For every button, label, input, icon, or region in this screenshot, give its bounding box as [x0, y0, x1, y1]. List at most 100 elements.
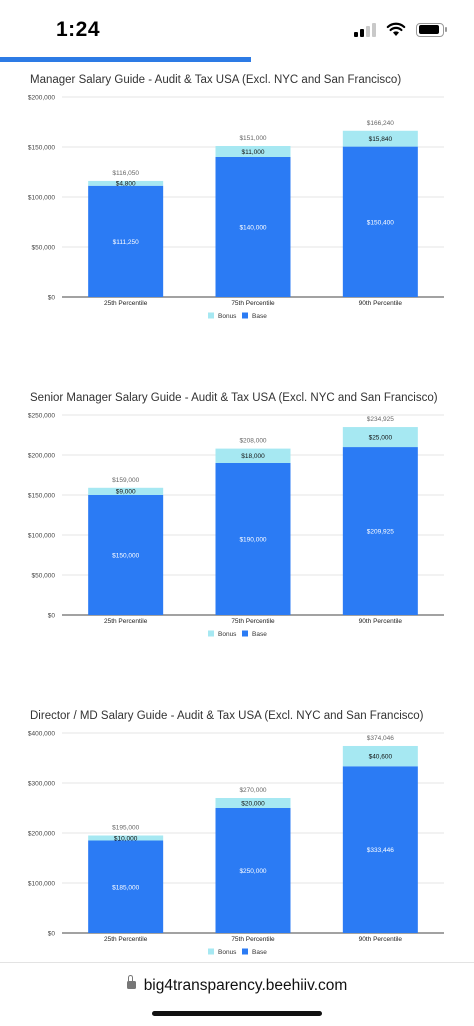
base-value-label: $111,250	[113, 239, 140, 246]
y-tick-label: $150,000	[28, 493, 55, 500]
home-indicator[interactable]	[152, 1011, 322, 1016]
base-value-label: $140,000	[239, 225, 266, 232]
bar-bonus	[215, 798, 291, 808]
bar-bonus	[88, 180, 164, 186]
legend-swatch-base	[242, 312, 248, 319]
chart-title: Manager Salary Guide - Audit & Tax USA (…	[30, 74, 402, 86]
legend-label-base: Base	[252, 313, 267, 320]
legend-label-bonus: Bonus	[218, 631, 237, 638]
x-tick-label: 25th Percentile	[104, 936, 148, 943]
legend-label-base: Base	[252, 949, 267, 956]
legend-swatch-base	[242, 948, 248, 955]
legend-swatch-bonus	[208, 948, 214, 955]
senior-manager-salary-chart: Senior Manager Salary Guide - Audit & Ta…	[0, 380, 474, 650]
bonus-value-label: $18,000	[241, 453, 265, 460]
x-tick-label: 90th Percentile	[359, 618, 403, 625]
x-tick-label: 75th Percentile	[231, 618, 275, 625]
y-tick-label: $200,000	[28, 453, 55, 460]
chart-title: Director / MD Salary Guide - Audit & Tax…	[30, 710, 424, 722]
cellular-signal-icon	[354, 22, 376, 37]
total-value-label: $234,925	[367, 416, 394, 423]
bar-bonus	[88, 835, 164, 841]
y-tick-label: $0	[48, 613, 56, 620]
bar-bonus	[342, 130, 418, 147]
bar-bonus	[215, 448, 291, 463]
bar-base	[342, 447, 418, 615]
senior-manager-salary-chart-plot: $0 $50,000 $100,000 $150,000 $200,000 $250,00…	[28, 413, 444, 638]
lock-icon	[126, 974, 136, 989]
total-value-label: $159,000	[112, 477, 139, 484]
y-tick-label: $0	[48, 295, 56, 302]
manager-salary-chart: Manager Salary Guide - Audit & Tax USA (…	[0, 62, 474, 332]
base-value-label: $333,446	[367, 847, 394, 854]
base-value-label: $150,000	[112, 553, 139, 560]
chart-title: Senior Manager Salary Guide - Audit & Ta…	[30, 392, 438, 404]
x-tick-label: 25th Percentile	[104, 300, 148, 307]
legend-swatch-bonus	[208, 630, 214, 637]
bar-base	[342, 766, 418, 933]
bar-base	[215, 808, 291, 933]
total-value-label: $195,000	[112, 825, 139, 832]
legend-label-bonus: Bonus	[218, 949, 237, 956]
bar-base	[88, 840, 164, 933]
y-tick-label: $100,000	[28, 881, 55, 888]
reading-progress-bar	[0, 57, 474, 62]
bar-bonus	[88, 487, 164, 495]
y-tick-label: $300,000	[28, 781, 55, 788]
y-tick-label: $50,000	[32, 245, 56, 252]
total-value-label: $116,050	[112, 170, 139, 177]
legend-swatch-bonus	[208, 312, 214, 319]
bar-bonus	[342, 427, 418, 448]
bonus-value-label: $11,000	[241, 149, 264, 156]
x-tick-label: 90th Percentile	[359, 936, 403, 943]
bonus-value-label: $20,000	[241, 800, 265, 807]
y-tick-label: $100,000	[28, 533, 55, 540]
bar-base	[88, 495, 164, 615]
bonus-value-label: $25,000	[369, 434, 393, 441]
status-bar: 1:24	[0, 0, 474, 62]
y-tick-label: $50,000	[32, 573, 56, 580]
base-value-label: $209,925	[367, 529, 394, 536]
url-text: big4transparency.beehiiv.com	[143, 977, 348, 994]
director-md-salary-chart: Director / MD Salary Guide - Audit & Tax…	[0, 698, 474, 968]
bar-base	[88, 185, 164, 297]
bar-base	[215, 157, 291, 297]
total-value-label: $374,046	[367, 735, 394, 742]
y-tick-label: $200,000	[28, 831, 55, 838]
status-time: 1:24	[56, 18, 101, 41]
reading-progress-fill	[0, 57, 252, 62]
status-icons	[354, 22, 447, 37]
total-value-label: $208,000	[239, 438, 266, 445]
director-md-salary-chart-plot: $0 $100,000 $200,000 $300,000 $400,000 $185,0…	[28, 731, 444, 956]
address-bar[interactable]: big4transparency.beehiiv.com	[0, 974, 474, 995]
x-tick-label: 75th Percentile	[231, 300, 275, 307]
legend-label-base: Base	[252, 631, 267, 638]
y-tick-label: $0	[48, 931, 56, 938]
battery-icon	[416, 22, 447, 37]
bonus-value-label: $10,000	[114, 835, 138, 842]
manager-salary-chart-plot: $0 $50,000 $100,000 $150,000 $200,000 $111,25…	[28, 95, 444, 320]
y-tick-label: $100,000	[28, 195, 55, 202]
bonus-value-label: $4,800	[116, 181, 136, 188]
x-tick-label: 75th Percentile	[231, 936, 275, 943]
total-value-label: $270,000	[239, 787, 266, 794]
wifi-icon	[386, 22, 406, 36]
bar-base	[215, 463, 291, 615]
bar-base	[342, 146, 418, 297]
bar-bonus	[215, 146, 291, 157]
x-tick-label: 90th Percentile	[359, 300, 403, 307]
base-value-label: $150,400	[367, 219, 394, 226]
bar-bonus	[342, 745, 418, 767]
y-tick-label: $250,000	[28, 413, 55, 420]
bonus-value-label: $9,000	[116, 489, 136, 496]
bonus-value-label: $40,600	[369, 753, 393, 760]
browser-bottom-bar: big4transparency.beehiiv.com	[0, 962, 474, 1026]
legend-label-bonus: Bonus	[218, 313, 237, 320]
y-tick-label: $200,000	[28, 95, 55, 102]
total-value-label: $151,000	[239, 135, 266, 142]
y-tick-label: $400,000	[28, 731, 55, 738]
y-tick-label: $150,000	[28, 145, 55, 152]
base-value-label: $250,000	[239, 868, 266, 875]
legend-swatch-base	[242, 630, 248, 637]
base-value-label: $185,000	[112, 884, 139, 891]
